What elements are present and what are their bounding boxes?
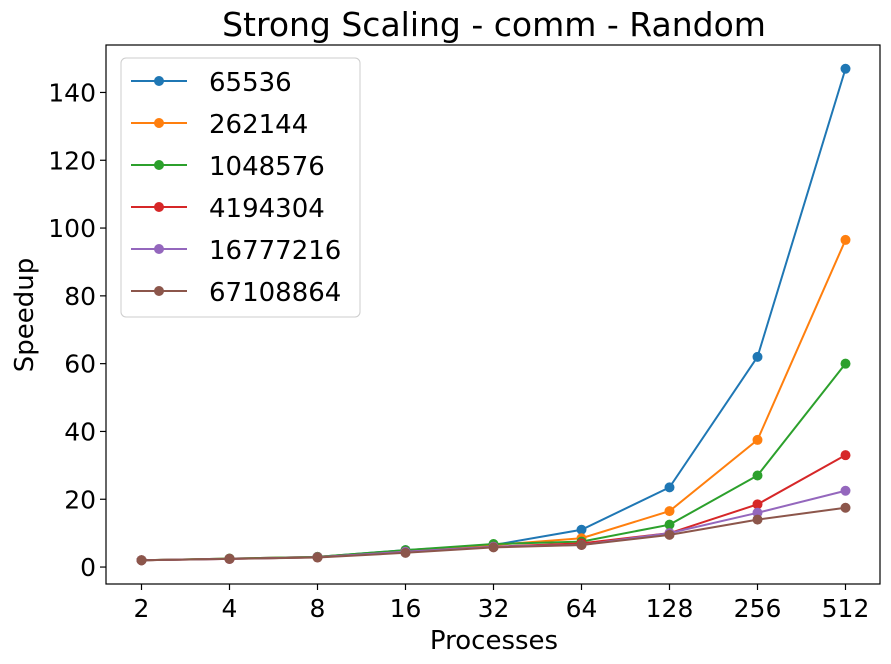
data-point: [664, 519, 675, 530]
data-point: [840, 358, 851, 369]
data-point: [664, 482, 675, 493]
series-1048576: [136, 358, 851, 566]
data-point: [224, 553, 235, 564]
legend-marker: [154, 160, 164, 170]
legend-label: 67108864: [209, 278, 341, 308]
legend-marker: [154, 202, 164, 212]
x-tick-label: 32: [478, 594, 510, 623]
x-tick-label: 512: [822, 594, 870, 623]
data-point: [752, 434, 763, 445]
chart-title: Strong Scaling - comm - Random: [222, 5, 766, 44]
legend-label: 65536: [209, 68, 292, 98]
data-point: [136, 555, 147, 566]
data-point: [752, 499, 763, 510]
data-point: [840, 485, 851, 496]
data-point: [840, 502, 851, 513]
legend-label: 16777216: [209, 236, 341, 266]
legend-entry: 16777216: [131, 236, 341, 266]
y-tick-label: 140: [48, 78, 96, 107]
y-tick-label: 60: [64, 350, 96, 379]
data-point: [840, 63, 851, 74]
x-tick-label: 2: [134, 594, 150, 623]
x-axis-label: Processes: [430, 626, 558, 656]
data-point: [400, 547, 411, 558]
data-point: [840, 450, 851, 461]
legend-entry: 262144: [131, 110, 308, 140]
x-tick-label: 128: [646, 594, 694, 623]
legend: 65536 262144 1048576 4194304 16777216 6710886…: [120, 57, 361, 318]
x-tick-label: 8: [310, 594, 326, 623]
legend-label: 1048576: [209, 152, 325, 182]
data-point: [664, 529, 675, 540]
legend-entry: 1048576: [131, 152, 325, 182]
series-line: [141, 506, 846, 562]
y-tick-label: 0: [80, 553, 96, 582]
series-16777216: [136, 485, 851, 566]
data-point: [576, 540, 587, 551]
x-tick-label: 4: [222, 594, 238, 623]
data-point: [488, 542, 499, 553]
data-point: [752, 514, 763, 525]
y-axis-label: Speedup: [10, 258, 40, 373]
series-line: [141, 363, 847, 562]
x-tick-label: 64: [566, 594, 598, 623]
data-point: [576, 524, 587, 535]
data-point: [312, 552, 323, 563]
data-point: [752, 470, 763, 481]
legend-marker: [154, 286, 164, 296]
legend-label: 262144: [209, 110, 308, 140]
legend-entry: 4194304: [131, 194, 325, 224]
y-axis: 0 20 40 60 80 100 120 140: [48, 78, 106, 582]
x-axis: 2 4 8 16 32 64 128 256 512: [134, 584, 870, 623]
y-tick-label: 80: [64, 282, 96, 311]
legend-entry: 67108864: [131, 278, 341, 308]
series-layer: [136, 63, 851, 566]
series-67108864: [136, 502, 851, 566]
legend-marker: [154, 118, 164, 128]
y-tick-label: 20: [64, 485, 96, 514]
legend-entry: 65536: [131, 68, 292, 98]
y-tick-label: 100: [48, 214, 96, 243]
data-point: [664, 506, 675, 517]
data-point: [840, 234, 851, 245]
legend-label: 4194304: [209, 194, 325, 224]
x-tick-label: 256: [734, 594, 782, 623]
legend-marker: [154, 76, 164, 86]
y-tick-label: 120: [48, 146, 96, 175]
data-point: [752, 351, 763, 362]
x-tick-label: 16: [390, 594, 422, 623]
legend-marker: [154, 244, 164, 254]
y-tick-label: 40: [64, 417, 96, 446]
